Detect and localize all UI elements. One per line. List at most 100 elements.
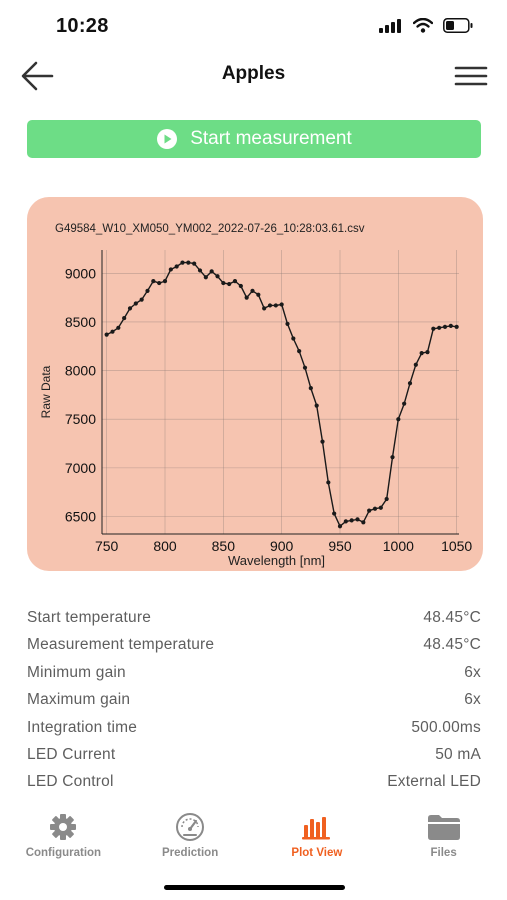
data-point: [232, 279, 238, 284]
data-point: [396, 417, 401, 422]
nav-bar: Apples: [0, 52, 507, 100]
info-row: Minimum gain 6x: [27, 664, 481, 691]
tab-prediction[interactable]: Prediction: [127, 812, 254, 872]
info-row: Start temperature 48.45°C: [27, 609, 481, 636]
data-point: [349, 518, 354, 523]
data-point: [384, 496, 389, 502]
bar-chart-icon: [301, 817, 330, 840]
data-point: [343, 519, 348, 524]
data-point: [326, 480, 331, 485]
data-point: [279, 302, 284, 307]
battery-icon: [443, 18, 473, 33]
data-point: [308, 386, 313, 391]
data-point: [273, 303, 278, 308]
data-point: [244, 295, 249, 300]
data-point: [285, 321, 290, 327]
data-point: [431, 326, 436, 331]
info-row: Measurement temperature 48.45°C: [27, 636, 481, 663]
data-point: [332, 511, 337, 516]
menu-button[interactable]: [453, 60, 489, 92]
data-point: [256, 292, 261, 297]
info-row: LED Current 50 mA: [27, 746, 481, 773]
folder-icon: [427, 815, 460, 840]
back-button[interactable]: [18, 58, 58, 94]
info-label: LED Current: [27, 745, 116, 763]
info-row: Maximum gain 6x: [27, 691, 481, 718]
y-tick-label: 8000: [65, 363, 96, 379]
tab-plot-view-label: Plot View: [291, 847, 343, 859]
data-point: [151, 279, 156, 284]
data-point: [267, 303, 273, 308]
y-tick-label: 9000: [65, 265, 96, 281]
data-point: [186, 260, 191, 265]
y-axis-label: Raw Data: [39, 365, 53, 418]
chart-card: G49584_W10_XM050_YM002_2022-07-26_10:28:…: [27, 197, 483, 571]
data-point: [127, 306, 133, 311]
data-point: [390, 455, 395, 460]
x-tick-label: 800: [153, 538, 177, 554]
x-tick-label: 750: [95, 538, 119, 554]
info-value: 500.00ms: [411, 718, 481, 736]
y-tick-label: 6500: [65, 508, 96, 524]
page-title: Apples: [221, 63, 286, 84]
data-point: [192, 261, 197, 266]
spectrum-chart: G49584_W10_XM050_YM002_2022-07-26_10:28:…: [39, 223, 472, 568]
data-point: [209, 269, 214, 274]
info-label: Start temperature: [27, 609, 152, 626]
data-point: [425, 350, 430, 355]
data-point: [297, 349, 302, 354]
data-point: [320, 439, 325, 444]
data-point: [139, 297, 144, 302]
data-point: [454, 324, 459, 329]
info-label: Maximum gain: [27, 691, 131, 709]
data-point: [437, 325, 442, 330]
data-point: [413, 362, 418, 367]
data-point: [448, 323, 453, 328]
data-point: [116, 325, 121, 330]
info-value: External LED: [387, 773, 481, 791]
data-point: [215, 274, 220, 279]
y-tick-label: 8500: [65, 314, 96, 330]
data-point: [262, 306, 267, 311]
info-row: LED Control External LED: [27, 773, 481, 800]
data-point: [221, 280, 226, 286]
data-point: [372, 506, 378, 511]
data-point: [367, 508, 372, 513]
tab-prediction-label: Prediction: [162, 847, 219, 859]
data-point: [104, 332, 109, 337]
data-point: [337, 524, 343, 529]
data-point: [238, 283, 243, 289]
status-bar: 10:28: [0, 0, 507, 52]
data-point: [157, 280, 162, 286]
gauge-icon: [176, 813, 205, 841]
chart-title: G49584_W10_XM050_YM002_2022-07-26_10:28:…: [55, 223, 365, 235]
tab-configuration[interactable]: Configuration: [0, 812, 127, 872]
tab-configuration-label: Configuration: [25, 847, 102, 859]
data-point: [122, 315, 127, 321]
status-icons: [379, 18, 473, 33]
info-value: 50 mA: [435, 745, 481, 763]
info-label: Minimum gain: [27, 663, 126, 681]
x-tick-label: 1000: [383, 538, 414, 554]
tab-bar: Configuration Prediction Plot View: [0, 812, 507, 872]
tab-files[interactable]: Files: [380, 812, 507, 872]
data-point: [174, 264, 179, 269]
data-point: [314, 403, 319, 408]
data-point: [197, 268, 203, 273]
tab-plot-view[interactable]: Plot View: [254, 812, 381, 872]
x-axis-label: Wavelength [nm]: [228, 553, 325, 568]
data-point: [402, 401, 407, 406]
start-measurement-button[interactable]: Start measurement: [27, 120, 481, 158]
y-tick-label: 7500: [65, 411, 96, 427]
data-point: [227, 281, 232, 287]
x-tick-label: 850: [212, 538, 236, 554]
y-tick-label: 7000: [65, 460, 96, 476]
info-value: 6x: [464, 663, 481, 681]
wifi-icon: [413, 18, 433, 33]
data-point: [378, 505, 383, 510]
data-point: [250, 288, 255, 293]
tab-files-label: Files: [430, 847, 457, 859]
data-point: [145, 288, 150, 293]
data-point: [442, 324, 448, 329]
info-value: 48.45°C: [423, 609, 481, 626]
